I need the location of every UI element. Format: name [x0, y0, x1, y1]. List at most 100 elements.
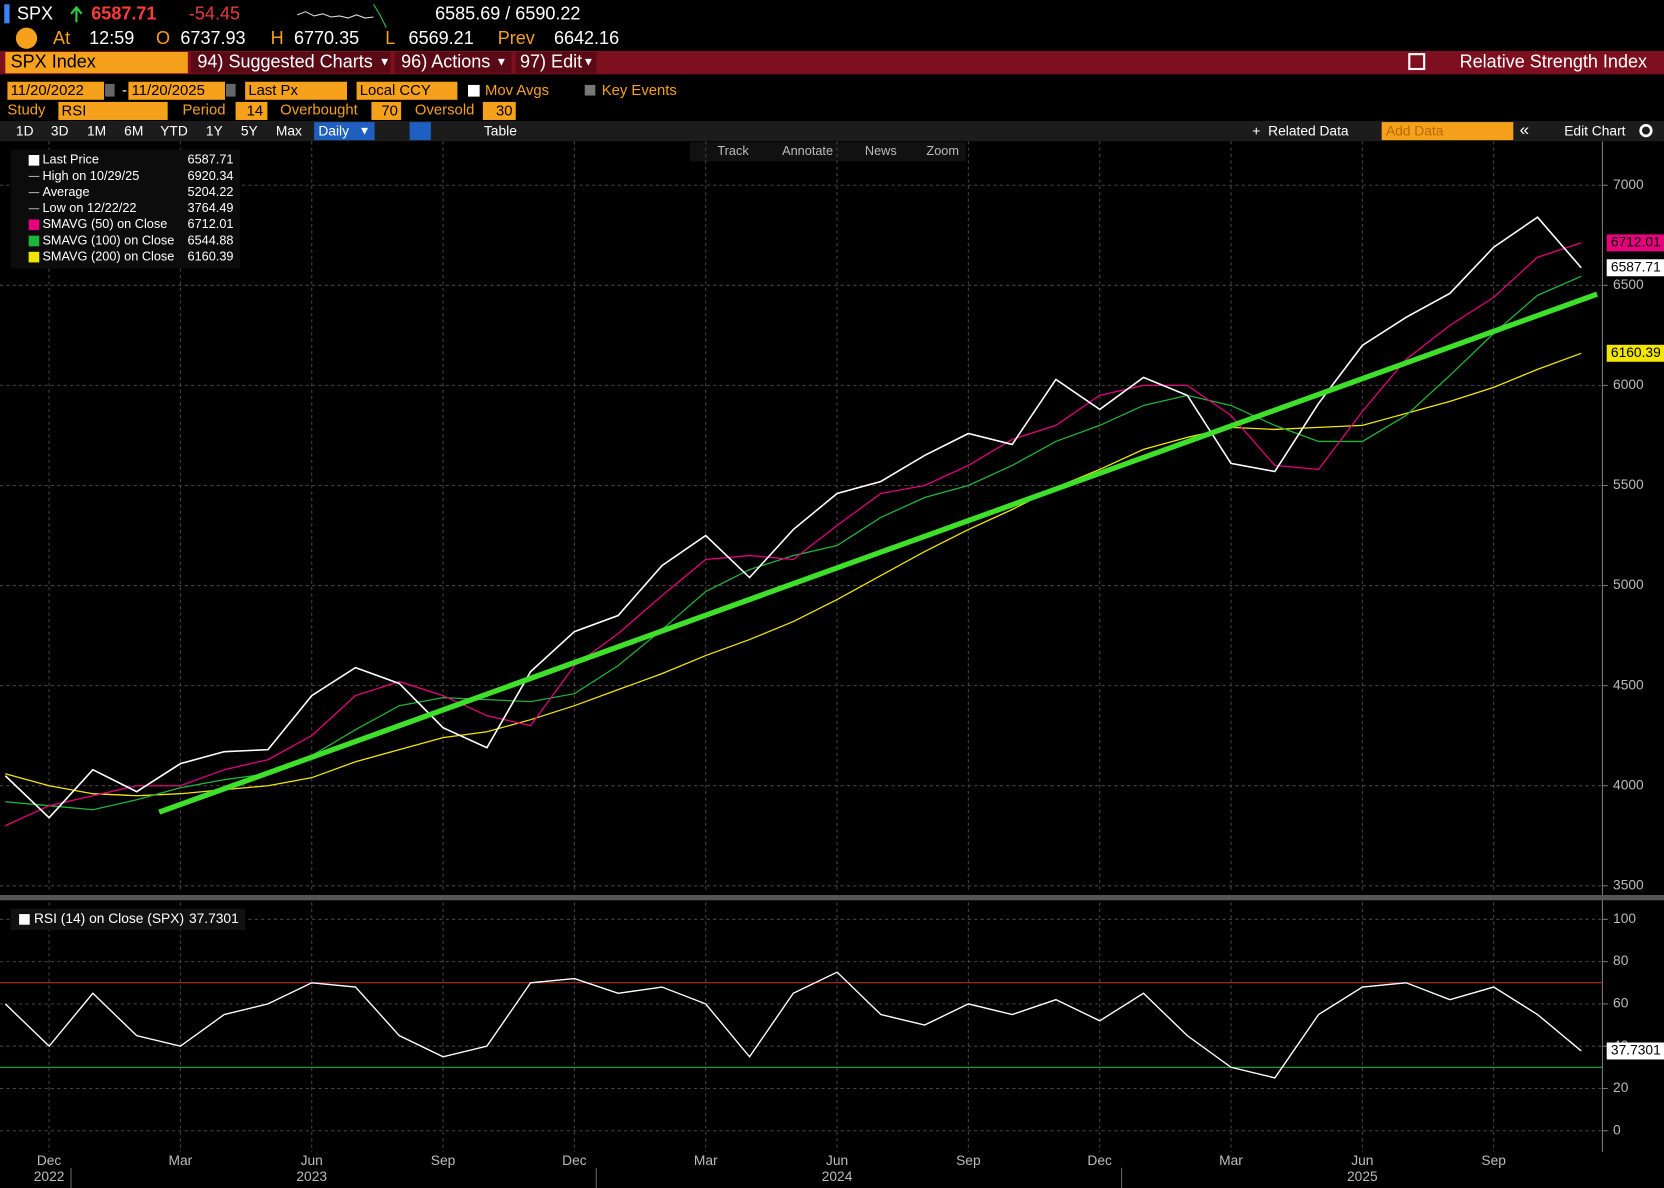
checkbox[interactable] — [468, 84, 480, 97]
overbought: 70 — [381, 103, 398, 119]
series-line — [5, 352, 1582, 797]
value-tag — [1606, 259, 1664, 277]
legend-label: SMAVG (200) on Close — [42, 248, 174, 263]
x-tick-label: Jun — [301, 1153, 323, 1168]
date-field[interactable] — [128, 81, 225, 100]
add-data-field[interactable] — [1381, 122, 1514, 141]
legend-label: Last Price — [42, 152, 99, 167]
value-tag-label: 6587.71 — [1611, 259, 1661, 274]
caret: ▼ — [583, 56, 595, 69]
range-button[interactable]: 5Y — [241, 123, 258, 138]
tool-button[interactable]: Annotate — [782, 143, 833, 158]
tool-button[interactable]: Track — [717, 143, 749, 158]
tools-bar — [689, 142, 966, 162]
legend-value: 6920.34 — [187, 168, 233, 183]
legend-value: 6587.71 — [187, 152, 233, 167]
caret: ▼ — [496, 56, 508, 69]
rsi-title: RSI (14) on Close (SPX) — [34, 911, 184, 926]
sparkline — [296, 11, 374, 19]
study-label: Study — [7, 102, 46, 118]
range-button[interactable]: Max — [276, 123, 302, 138]
legend-value: 6160.39 — [187, 248, 233, 263]
currency: Local CCY — [360, 83, 431, 99]
x-tick-label: Sep — [1481, 1153, 1506, 1168]
range-button[interactable]: 3D — [51, 123, 69, 138]
oversold: 30 — [496, 103, 513, 119]
security-field[interactable] — [5, 52, 188, 74]
clock-icon — [15, 27, 38, 49]
oversold-field[interactable] — [482, 101, 516, 120]
x-tick-label: Dec — [1087, 1153, 1112, 1168]
year-label: 2024 — [822, 1169, 853, 1184]
low: 6569.21 — [409, 28, 474, 48]
field-select[interactable] — [245, 81, 348, 100]
key-events: Key Events — [602, 83, 677, 99]
period-field[interactable] — [235, 101, 268, 120]
range-button[interactable]: 1D — [16, 123, 34, 138]
value-tag — [1606, 234, 1664, 252]
value-tag-label: 6160.39 — [1611, 345, 1661, 360]
ticker: SPX — [17, 4, 53, 24]
menu[interactable] — [515, 52, 597, 74]
value-tags: 6712.01 6587.71 6160.39 37.7301 — [1606, 234, 1664, 1060]
related-data[interactable]: Related Data — [1268, 123, 1349, 138]
y-tick-label: 7000 — [1613, 177, 1644, 192]
study-title: Relative Strength Index — [1460, 51, 1647, 71]
oversold-label: Oversold — [415, 102, 474, 118]
y-tick-label: 4500 — [1613, 677, 1644, 692]
y-tick-label: 5000 — [1613, 577, 1644, 592]
y-tick-label: 4000 — [1613, 777, 1644, 792]
range-button[interactable]: 1M — [87, 123, 106, 138]
panel-divider — [0, 894, 1664, 901]
value-tag-label: 6712.01 — [1611, 235, 1661, 250]
menu[interactable] — [394, 52, 512, 74]
y-tick-label: 0 — [1613, 1122, 1621, 1137]
checkbox[interactable] — [584, 84, 596, 96]
start-date: 11/20/2022 — [11, 83, 84, 99]
overbought-field[interactable] — [371, 101, 402, 120]
sparkline-tick — [373, 3, 387, 28]
end-date: 11/20/2025 — [132, 83, 205, 99]
range-button[interactable]: YTD — [160, 123, 188, 138]
frequency: Daily — [318, 123, 349, 138]
legend-swatch — [28, 235, 40, 247]
legend-label: Low on 12/22/22 — [42, 200, 136, 215]
range-button[interactable]: 6M — [124, 123, 143, 138]
date-field[interactable] — [7, 81, 104, 100]
x-tick-label: Jun — [1351, 1153, 1373, 1168]
series-line — [4, 971, 1582, 1079]
collapse[interactable]: « — [1520, 120, 1529, 139]
calendar-icon[interactable] — [105, 83, 115, 97]
table-button[interactable]: Table — [484, 123, 517, 138]
tool-button[interactable]: Zoom — [926, 143, 959, 158]
chart-type-button[interactable] — [409, 122, 431, 141]
value-tag — [1606, 344, 1664, 362]
period: 14 — [247, 103, 264, 119]
y-tick-label: 60 — [1613, 996, 1629, 1011]
currency-select[interactable] — [356, 81, 458, 100]
frequency-button[interactable] — [314, 122, 375, 141]
gear[interactable] — [1639, 123, 1653, 138]
period-label: Period — [183, 102, 226, 118]
legend-swatch — [28, 155, 40, 166]
range-buttons: 1D 3D 1M 6M YTD 1Y 5Y Max — [16, 123, 302, 138]
year-label: 2025 — [1347, 1169, 1378, 1184]
add-data: Add Data — [1386, 123, 1444, 138]
study-select[interactable] — [58, 101, 168, 120]
rsi-last: 37.7301 — [189, 911, 239, 926]
tool-button[interactable]: News — [865, 143, 897, 158]
edit-chart[interactable]: Edit Chart — [1564, 123, 1625, 138]
x-tick-label: Sep — [956, 1153, 981, 1168]
open: 6737.93 — [180, 28, 245, 48]
year-label: 2022 — [34, 1169, 65, 1184]
menu[interactable] — [191, 52, 391, 74]
prev: 6642.16 — [554, 28, 619, 48]
range-button[interactable]: 1Y — [206, 123, 223, 138]
calendar-icon[interactable] — [226, 83, 236, 97]
high-label: H — [271, 28, 284, 48]
popout-icon[interactable] — [1408, 53, 1426, 71]
legend-value: 5204.22 — [187, 184, 233, 199]
open-label: O — [156, 28, 170, 48]
caret: ▼ — [359, 125, 371, 138]
